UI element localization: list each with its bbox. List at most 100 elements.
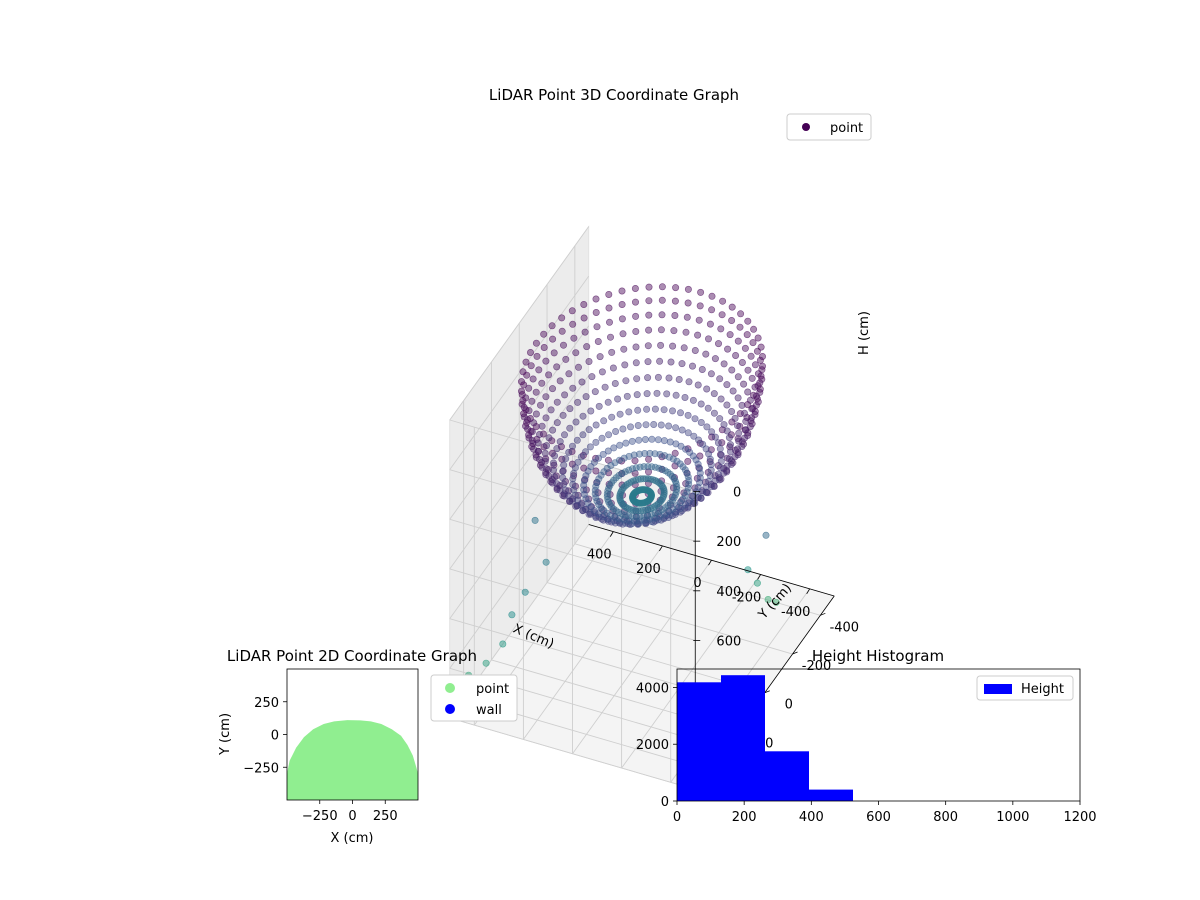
point-3d xyxy=(728,316,736,324)
y-tick-label-2d: −250 xyxy=(243,761,279,776)
point-3d xyxy=(707,483,715,491)
point-3d xyxy=(742,417,750,425)
point-3d xyxy=(727,460,735,468)
histogram-bar xyxy=(677,682,721,801)
x-tick-label-3d: 400 xyxy=(587,548,612,563)
point-3d xyxy=(716,445,724,453)
point-3d xyxy=(725,455,733,463)
point-3d xyxy=(538,422,546,430)
point-3d xyxy=(723,381,731,389)
point-3d xyxy=(625,505,633,513)
point-3d xyxy=(667,358,675,366)
point-3d xyxy=(587,503,595,511)
z-axis-label-3d: H (cm) xyxy=(857,311,872,355)
point-3d xyxy=(718,311,726,319)
point-3d xyxy=(656,450,664,458)
histogram-bar xyxy=(765,751,809,801)
point-3d xyxy=(621,361,629,369)
chart-2d-title: LiDAR Point 2D Coordinate Graph xyxy=(227,647,477,665)
point-3d xyxy=(744,366,752,374)
point-3d xyxy=(620,345,628,353)
point-3d xyxy=(568,307,576,315)
point-3d xyxy=(550,349,558,357)
point-3d xyxy=(526,348,534,356)
point-3d xyxy=(590,458,598,466)
point-3d xyxy=(634,406,642,414)
point-3d xyxy=(691,346,699,354)
point-3d xyxy=(549,459,557,467)
point-3d xyxy=(681,491,689,499)
point-3d xyxy=(749,339,757,347)
point-3d xyxy=(657,421,665,429)
point-3d xyxy=(562,455,570,463)
legend-3d-marker-point xyxy=(802,123,810,131)
point-3d xyxy=(750,325,758,333)
y-tick-label-2d: 0 xyxy=(271,729,279,744)
point-3d xyxy=(606,333,614,341)
point-3d xyxy=(758,366,766,374)
stray-point-3d xyxy=(521,588,529,596)
point-3d xyxy=(696,464,704,472)
point-3d xyxy=(635,436,643,444)
x-tick-label-histogram: 200 xyxy=(732,810,757,825)
point-3d xyxy=(694,460,702,468)
point-3d xyxy=(610,444,618,452)
point-3d xyxy=(559,467,567,475)
point-3d xyxy=(740,380,748,388)
point-3d xyxy=(743,331,751,339)
point-3d xyxy=(592,421,600,429)
point-3d xyxy=(697,400,705,408)
point-3d xyxy=(684,484,692,492)
point-3d xyxy=(751,361,759,369)
point-3d xyxy=(591,486,599,494)
point-3d xyxy=(726,441,734,449)
point-3d xyxy=(740,409,748,417)
point-3d xyxy=(530,419,538,427)
point-3d xyxy=(711,355,719,363)
point-3d xyxy=(619,330,627,338)
point-3d xyxy=(566,405,574,413)
point-3d xyxy=(528,397,536,405)
point-3d xyxy=(645,283,653,291)
point-3d xyxy=(710,409,718,417)
point-3d xyxy=(752,392,760,400)
point-3d xyxy=(582,393,590,401)
point-3d xyxy=(581,505,589,513)
point-3d xyxy=(541,449,549,457)
point-3d xyxy=(694,331,702,339)
stray-point-3d xyxy=(762,531,770,539)
x-tick-mark-3d xyxy=(609,531,614,537)
point-3d xyxy=(706,455,714,463)
point-3d xyxy=(685,476,693,484)
z-tick-label-3d: 600 xyxy=(716,634,741,649)
point-3d xyxy=(707,461,715,469)
point-3d xyxy=(665,374,673,382)
y-tick-label-2d: 250 xyxy=(254,696,279,711)
point-3d xyxy=(618,300,626,308)
x-tick-label-2d: 0 xyxy=(348,809,356,824)
point-3d xyxy=(699,440,707,448)
stray-point-3d xyxy=(764,595,772,603)
point-3d xyxy=(522,358,530,366)
point-3d xyxy=(590,507,598,515)
point-3d xyxy=(628,437,636,445)
point-3d xyxy=(692,456,700,464)
point-3d xyxy=(720,469,728,477)
point-3d xyxy=(726,331,734,339)
point-3d xyxy=(569,320,577,328)
point-3d xyxy=(683,313,691,321)
point-3d xyxy=(593,479,601,487)
point-3d xyxy=(525,407,533,415)
point-3d xyxy=(568,497,576,505)
point-3d xyxy=(708,292,716,300)
grid-z-back xyxy=(449,568,696,641)
point-3d xyxy=(532,410,540,418)
point-3d xyxy=(595,500,603,508)
point-3d xyxy=(604,495,612,503)
point-3d xyxy=(535,430,543,438)
point-3d xyxy=(632,359,640,367)
point-3d xyxy=(683,488,691,496)
point-3d xyxy=(637,507,645,515)
point-3d xyxy=(660,437,668,445)
x-tick-label-histogram: 800 xyxy=(933,810,958,825)
